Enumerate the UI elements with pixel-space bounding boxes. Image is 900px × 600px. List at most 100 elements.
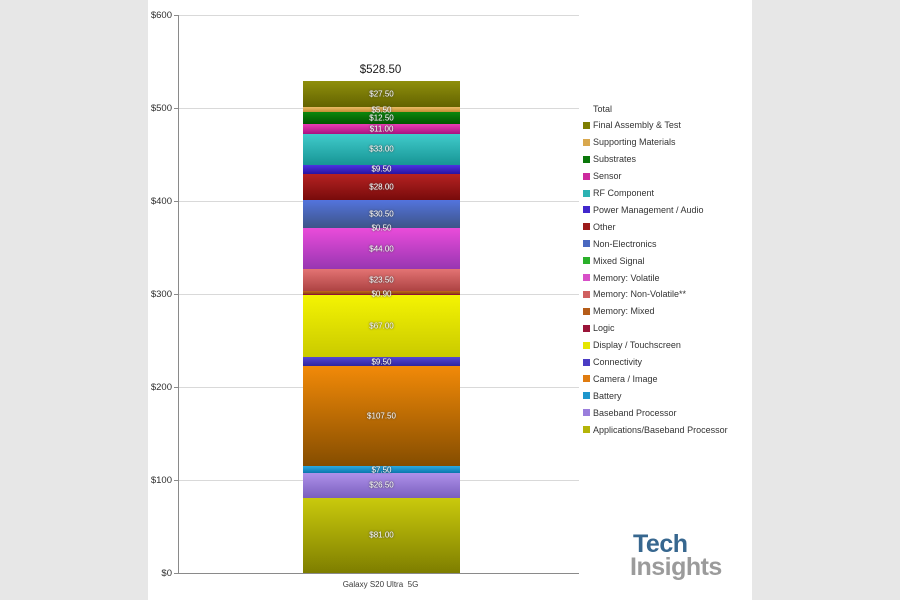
- legend-label: Memory: Mixed: [593, 306, 655, 317]
- bar-segment-power-management-audio: $9.50: [303, 165, 460, 174]
- bar-segment-value-label: $9.50: [371, 164, 392, 174]
- legend-label: Supporting Materials: [593, 137, 676, 148]
- y-tick-label: $300: [150, 288, 172, 300]
- techinsights-logo: Tech Insights: [630, 530, 722, 581]
- legend-label: Applications/Baseband Processor: [593, 424, 728, 435]
- legend-label: RF Component: [593, 188, 655, 198]
- bar-segment-baseband-processor: $26.50: [303, 473, 460, 498]
- bar-segment-value-label: $12.50: [369, 113, 394, 123]
- legend-item-connectivity: Connectivity: [583, 354, 642, 371]
- legend-label: Sensor: [593, 171, 622, 182]
- bar-segment-supporting-materials: $5.50: [303, 105, 460, 115]
- legend-label: Final Assembly & Test: [593, 120, 681, 131]
- legend-item-power-management-audio: Power Management / Audio: [583, 201, 704, 218]
- y-tick-mark: [174, 387, 179, 388]
- bar-segment-value-label: $81.00: [369, 530, 394, 540]
- bar-segment-value-label: $26.50: [369, 480, 394, 490]
- bar-segment-battery: $7.50: [303, 465, 460, 475]
- legend-item-memory-volatile: Memory: Volatile: [583, 269, 660, 286]
- y-tick-mark: [174, 480, 179, 481]
- bar-segment-display-touchscreen: $67.00: [303, 294, 460, 358]
- bar-segment-value-label: $30.50: [369, 209, 394, 219]
- legend-label: Power Management / Audio: [593, 204, 704, 215]
- legend-item-applications-baseband-processor: Applications/Baseband Processor: [583, 421, 728, 438]
- bar-segment-connectivity: $9.50: [303, 357, 460, 366]
- y-tick-mark: [174, 573, 179, 574]
- plot-area: $0 $100 $200 $300 $400 $500 $600 $27.50 $5.50 $12…: [151, 10, 579, 579]
- legend-label: Display / Touchscreen: [593, 340, 681, 351]
- y-tick-label: $600: [150, 9, 172, 21]
- legend-item-rf-component: RF Component: [583, 185, 654, 202]
- bar-segment-memory-non-volatile: $23.50: [303, 269, 460, 292]
- legend-item-non-electronics: Non-Electronics: [583, 235, 657, 252]
- legend-swatch: [583, 257, 590, 265]
- y-tick-mark: [174, 201, 179, 202]
- legend-swatch: [583, 172, 590, 180]
- y-tick-mark: [174, 108, 179, 109]
- legend-label: Logic: [593, 323, 615, 334]
- legend-label: Connectivity: [593, 357, 643, 367]
- legend-label: Total: [593, 103, 613, 114]
- bar-segment-value-label: $27.50: [369, 89, 394, 99]
- legend-label: Mixed Signal: [593, 255, 645, 266]
- bar-segment-value-label: $23.50: [369, 275, 394, 285]
- bar-segment-value-label: $9.50: [371, 357, 392, 367]
- legend-item-camera-image: Camera / Image: [583, 370, 658, 387]
- legend-label: Camera / Image: [593, 373, 658, 384]
- legend-swatch: [583, 223, 590, 231]
- x-axis-category-label: Galaxy S20 Ultra 5G: [342, 580, 419, 589]
- legend-swatch: [583, 358, 590, 366]
- legend-item-logic: Logic: [583, 320, 615, 337]
- bar-segment-value-label: $67.00: [369, 321, 394, 331]
- legend-label: Other: [593, 221, 616, 232]
- total-value-label: $528.50: [359, 64, 402, 77]
- legend-swatch: [583, 324, 590, 332]
- bar-segment-value-label: $33.00: [369, 144, 394, 154]
- y-tick-mark: [174, 294, 179, 295]
- y-tick-label: $100: [150, 474, 172, 486]
- legend-item-substrates: Substrates: [583, 151, 636, 168]
- bar-segment-value-label: $7.50: [371, 465, 392, 475]
- bar-segment-other: $28.00: [303, 173, 460, 200]
- bar-segment-camera-image: $107.50: [303, 366, 460, 467]
- bar-segment-value-label: $44.00: [369, 244, 394, 254]
- y-tick-mark: [174, 15, 179, 16]
- legend-swatch: [583, 274, 590, 281]
- legend-item-memory-non-volatile: Memory: Non-Volatile**: [583, 286, 686, 303]
- legend-swatch: [583, 426, 590, 434]
- legend-swatch: [583, 138, 590, 146]
- legend-swatch: [583, 341, 590, 349]
- gridline: [179, 15, 579, 16]
- bar-segment-substrates: $12.50: [303, 112, 460, 124]
- legend-item-battery: Battery: [583, 387, 622, 404]
- legend-item-baseband-processor: Baseband Processor: [583, 404, 677, 421]
- legend-title: Total: [583, 100, 612, 117]
- y-tick-label: $200: [150, 381, 172, 393]
- y-tick-label: $400: [150, 195, 172, 207]
- bar-segment-rf-component: $33.00: [303, 134, 460, 165]
- legend-item-supporting-materials: Supporting Materials: [583, 134, 676, 151]
- bar-segment-non-electronics: $30.50: [303, 199, 460, 228]
- logo-insights-text: Insights: [630, 553, 722, 581]
- y-tick-label: $0: [161, 567, 172, 579]
- bar-segment-value-label: $0.90: [371, 289, 392, 299]
- legend-swatch: [583, 206, 590, 214]
- bar-segment-logic: $0.90: [303, 290, 460, 299]
- bar-segment-memory-mixed: [303, 291, 460, 295]
- legend-swatch: [583, 155, 590, 163]
- legend-label: Baseband Processor: [593, 407, 677, 418]
- y-tick-label: $500: [150, 102, 172, 114]
- logo-tech-text: Tech: [633, 530, 688, 558]
- legend-swatch: [583, 409, 590, 417]
- legend-swatch: [583, 189, 590, 197]
- legend-swatch: [583, 121, 590, 129]
- legend-swatch: [583, 290, 590, 298]
- bar-segment-final-assembly-test: $27.50: [303, 81, 460, 108]
- legend-label: Non-Electronics: [593, 238, 657, 249]
- bar-segment-value-label: $11.00: [369, 124, 394, 134]
- legend-label: Memory: Volatile: [593, 272, 660, 283]
- legend-label: Memory: Non-Volatile**: [593, 289, 687, 300]
- bar-segment-value-label: $107.50: [367, 411, 396, 421]
- bar-segment-value-label: $5.50: [371, 105, 392, 115]
